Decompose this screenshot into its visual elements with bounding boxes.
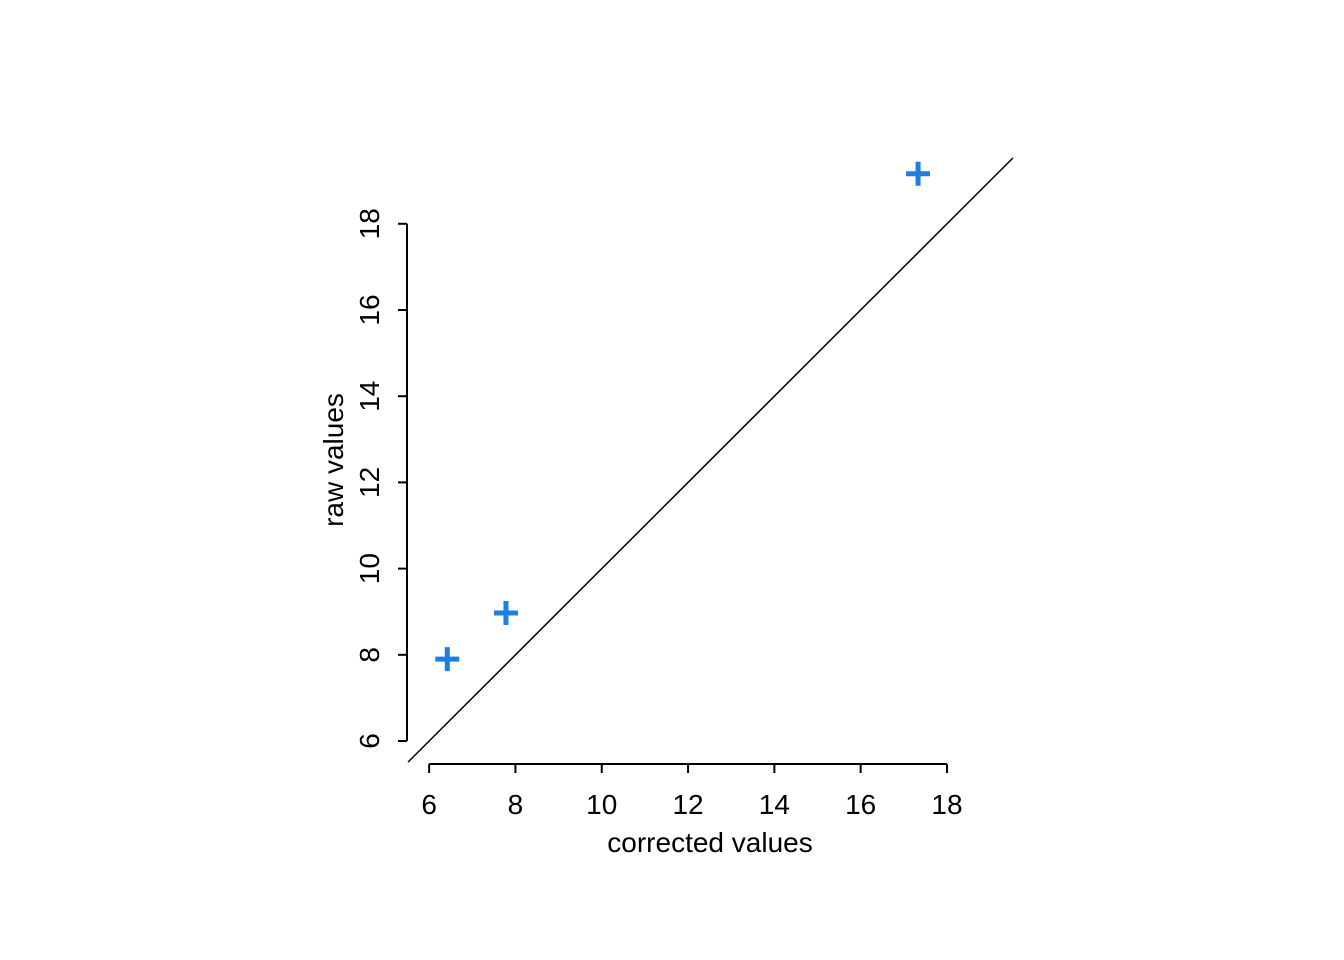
x-tick-label: 12: [672, 789, 703, 820]
point: [493, 601, 518, 626]
y-tick-label: 12: [354, 467, 385, 498]
x-axis-title: corrected values: [607, 827, 812, 858]
x-tick-label: 16: [845, 789, 876, 820]
y-axis-title: raw values: [318, 393, 349, 527]
y-tick-label: 14: [354, 381, 385, 412]
y-tick-label: 18: [354, 208, 385, 239]
identity-line: [407, 157, 1014, 763]
x-tick-label: 6: [421, 789, 437, 820]
point: [906, 161, 931, 186]
y-tick-label: 8: [354, 647, 385, 663]
y-tick-label: 10: [354, 553, 385, 584]
x-tick-label: 18: [931, 789, 962, 820]
x-tick-label: 14: [759, 789, 790, 820]
x-tick-label: 10: [586, 789, 617, 820]
y-tick-label: 6: [354, 733, 385, 749]
x-tick-label: 8: [508, 789, 524, 820]
point: [435, 647, 460, 672]
y-tick-label: 16: [354, 294, 385, 325]
